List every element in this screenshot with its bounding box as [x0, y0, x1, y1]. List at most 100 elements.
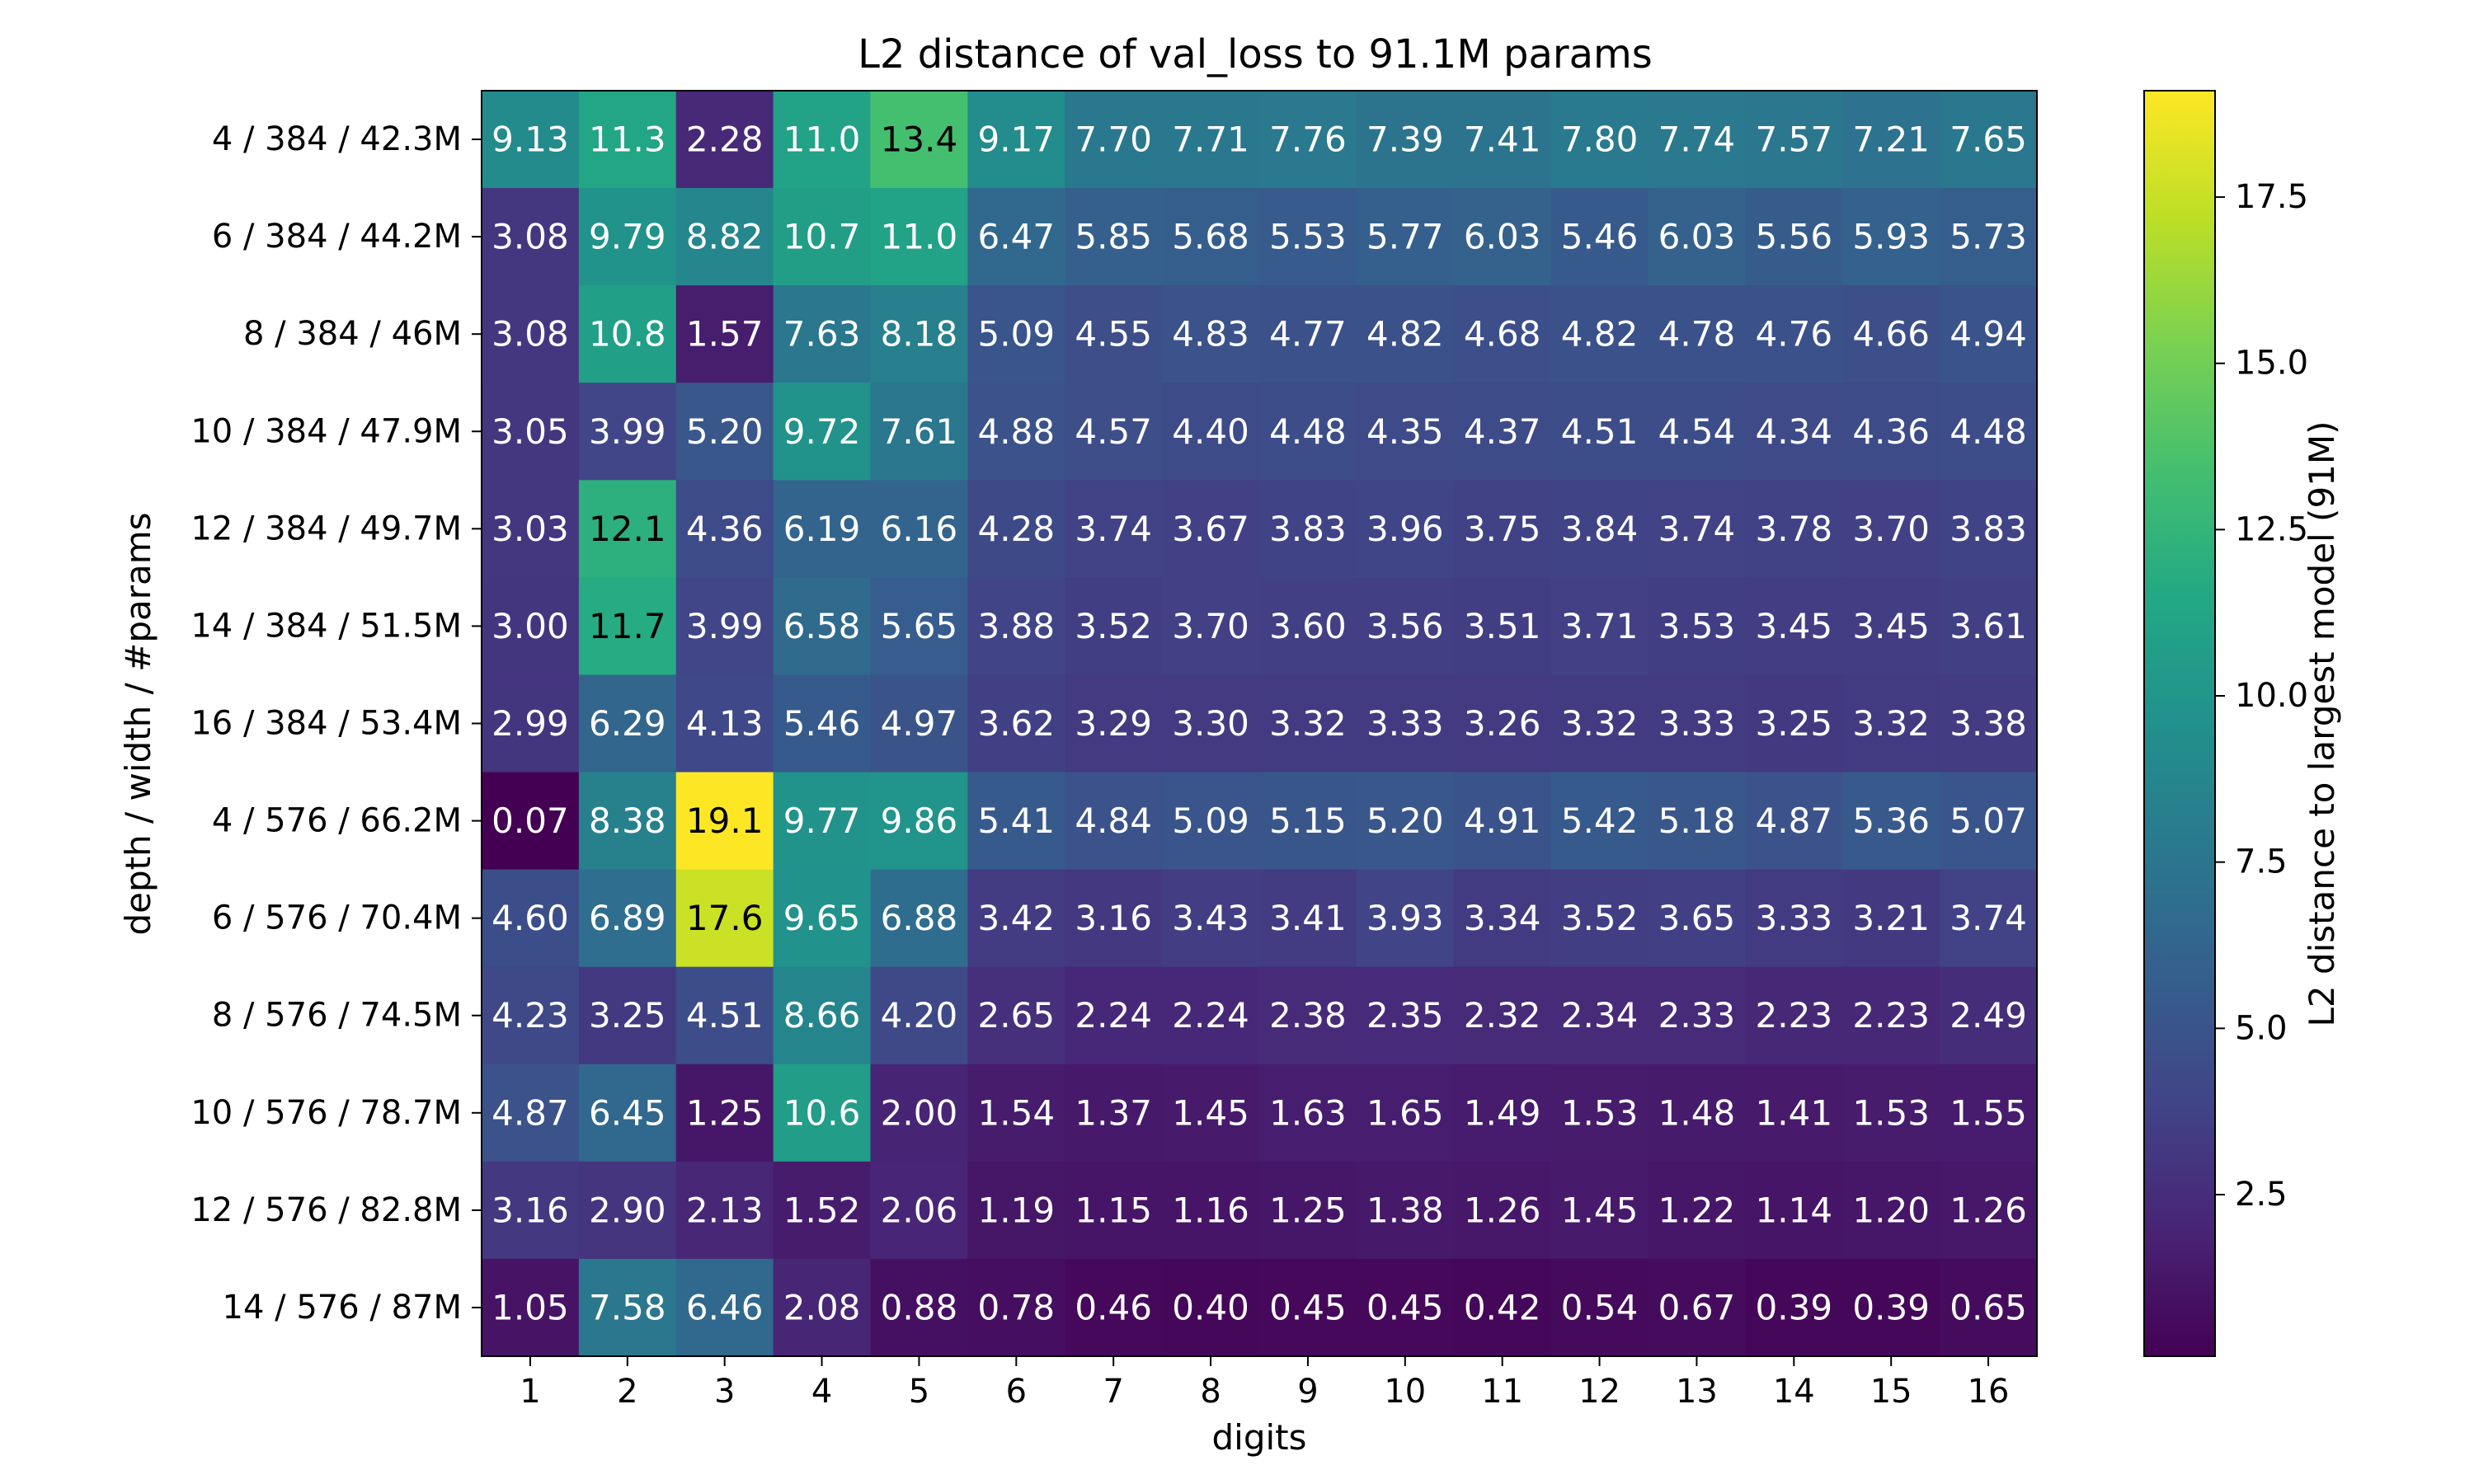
cell-value-label: 11.3	[589, 120, 666, 160]
heatmap-cell	[578, 869, 677, 968]
heatmap-cell	[578, 772, 677, 871]
heatmap-cell	[1162, 674, 1260, 773]
heatmap-cell	[578, 1064, 677, 1162]
cell-value-label: 2.49	[1950, 995, 2027, 1036]
heatmap-cell	[967, 577, 1065, 676]
heatmap-cell	[1745, 480, 1843, 578]
heatmap-cell	[1842, 188, 1940, 286]
heatmap-cell	[967, 285, 1065, 383]
cell-value-label: 3.32	[1852, 703, 1930, 744]
cell-value-label: 10.7	[783, 217, 861, 257]
heatmap-cell	[1550, 1064, 1649, 1162]
y-tick-label: 10 / 384 / 47.9M	[190, 412, 462, 450]
heatmap-cell	[1648, 285, 1746, 383]
heatmap-cell	[967, 1161, 1065, 1260]
heatmap-cell	[1259, 383, 1357, 481]
heatmap-cell	[1940, 285, 2038, 383]
heatmap-cell	[1648, 966, 1746, 1065]
heatmap-cell-labels: 9.13 11.3 2.28 11.0 13.4 9.17 7.70 7.71 7.76 7.39…	[492, 120, 2027, 1328]
cell-value-label: 11.0	[881, 217, 958, 257]
y-axis-ticks: 4 / 384 / 42.3M 6 / 384 / 44.2M 8 / 384 / …	[190, 120, 482, 1327]
y-tick-label: 6 / 576 / 70.4M	[212, 899, 462, 937]
cell-value-label: 6.03	[1464, 217, 1541, 257]
cell-value-label: 7.21	[1852, 120, 1930, 160]
cell-value-label: 9.79	[589, 217, 666, 257]
cell-value-label: 3.41	[1269, 898, 1347, 938]
heatmap-cell	[1453, 188, 1552, 286]
cell-value-label: 5.46	[783, 703, 861, 744]
heatmap-cell	[1453, 480, 1552, 578]
heatmap-cell	[1648, 383, 1746, 481]
cell-value-label: 3.83	[1950, 509, 2027, 549]
cell-value-label: 10.8	[589, 314, 666, 355]
cell-value-label: 0.45	[1366, 1287, 1444, 1327]
cell-value-label: 5.73	[1950, 217, 2027, 257]
heatmap-cell	[1162, 480, 1260, 578]
cell-value-label: 2.24	[1075, 995, 1152, 1036]
heatmap-cell	[1065, 577, 1163, 676]
cell-value-label: 4.60	[492, 898, 569, 938]
cell-value-label: 3.16	[1075, 898, 1152, 938]
cell-value-label: 3.83	[1269, 509, 1347, 549]
heatmap-cell	[1259, 1258, 1357, 1357]
heatmap-cell	[1648, 577, 1746, 676]
cell-value-label: 4.54	[1658, 411, 1736, 452]
heatmap-cell	[1453, 383, 1552, 481]
cell-value-label: 3.33	[1366, 703, 1444, 744]
cell-value-label: 1.55	[1950, 1092, 2027, 1133]
cell-value-label: 3.61	[1950, 606, 2027, 646]
x-axis-ticks: 1 2 3 4 5 6 7 8 9 10 11 12 13 14 15 16	[520, 1356, 2010, 1411]
cell-value-label: 7.39	[1366, 120, 1444, 160]
cell-value-label: 3.33	[1756, 898, 1833, 938]
cell-value-label: 6.89	[589, 898, 666, 938]
heatmap-cell	[578, 1161, 677, 1260]
cell-value-label: 3.60	[1269, 606, 1347, 646]
heatmap-cell	[1162, 383, 1260, 481]
cell-value-label: 3.56	[1366, 606, 1444, 646]
heatmap-cell	[1940, 869, 2038, 968]
cell-value-label: 9.77	[783, 801, 861, 841]
cell-value-label: 3.74	[1075, 509, 1152, 549]
cell-value-label: 1.19	[978, 1190, 1056, 1230]
heatmap-cell	[1259, 1064, 1357, 1162]
heatmap-cell	[482, 1161, 580, 1260]
cell-value-label: 9.17	[978, 120, 1056, 160]
y-tick-label: 4 / 576 / 66.2M	[212, 802, 462, 840]
heatmap-cell	[1065, 1258, 1163, 1357]
heatmap-cell	[675, 480, 774, 578]
cell-value-label: 7.58	[589, 1287, 666, 1327]
heatmap-cell	[1940, 1064, 2038, 1162]
cell-value-label: 7.65	[1950, 120, 2027, 160]
heatmap-cell	[578, 188, 677, 286]
cell-value-label: 4.34	[1756, 411, 1833, 452]
heatmap-cell	[578, 966, 677, 1065]
heatmap-cell	[967, 1064, 1065, 1162]
heatmap-cell	[1745, 91, 1843, 189]
heatmap-cell	[1550, 966, 1649, 1065]
heatmap-cell	[1940, 383, 2038, 481]
cell-value-label: 3.08	[492, 314, 569, 355]
cell-value-label: 3.25	[589, 995, 666, 1036]
colorbar-tick-label: 5.0	[2235, 1009, 2288, 1047]
cell-value-label: 4.82	[1366, 314, 1444, 355]
heatmap-cell	[1745, 1064, 1843, 1162]
heatmap-cell	[773, 480, 872, 578]
cell-value-label: 3.34	[1464, 898, 1541, 938]
cell-value-label: 7.63	[783, 314, 861, 355]
heatmap-cell	[773, 1064, 872, 1162]
heatmap-cell	[1065, 285, 1163, 383]
heatmap-cell	[1648, 1161, 1746, 1260]
cell-value-label: 4.82	[1561, 314, 1639, 355]
heatmap-cell	[1745, 869, 1843, 968]
cell-value-label: 3.53	[1658, 606, 1736, 646]
cell-value-label: 1.41	[1756, 1092, 1833, 1133]
cell-value-label: 3.33	[1658, 703, 1736, 744]
heatmap-cell	[1065, 869, 1163, 968]
cell-value-label: 1.53	[1852, 1092, 1930, 1133]
heatmap-cell	[1842, 772, 1940, 871]
cell-value-label: 1.54	[978, 1092, 1056, 1133]
heatmap-cell	[773, 577, 872, 676]
cell-value-label: 5.77	[1366, 217, 1444, 257]
heatmap-cell	[675, 1161, 774, 1260]
cell-value-label: 4.23	[492, 995, 569, 1036]
